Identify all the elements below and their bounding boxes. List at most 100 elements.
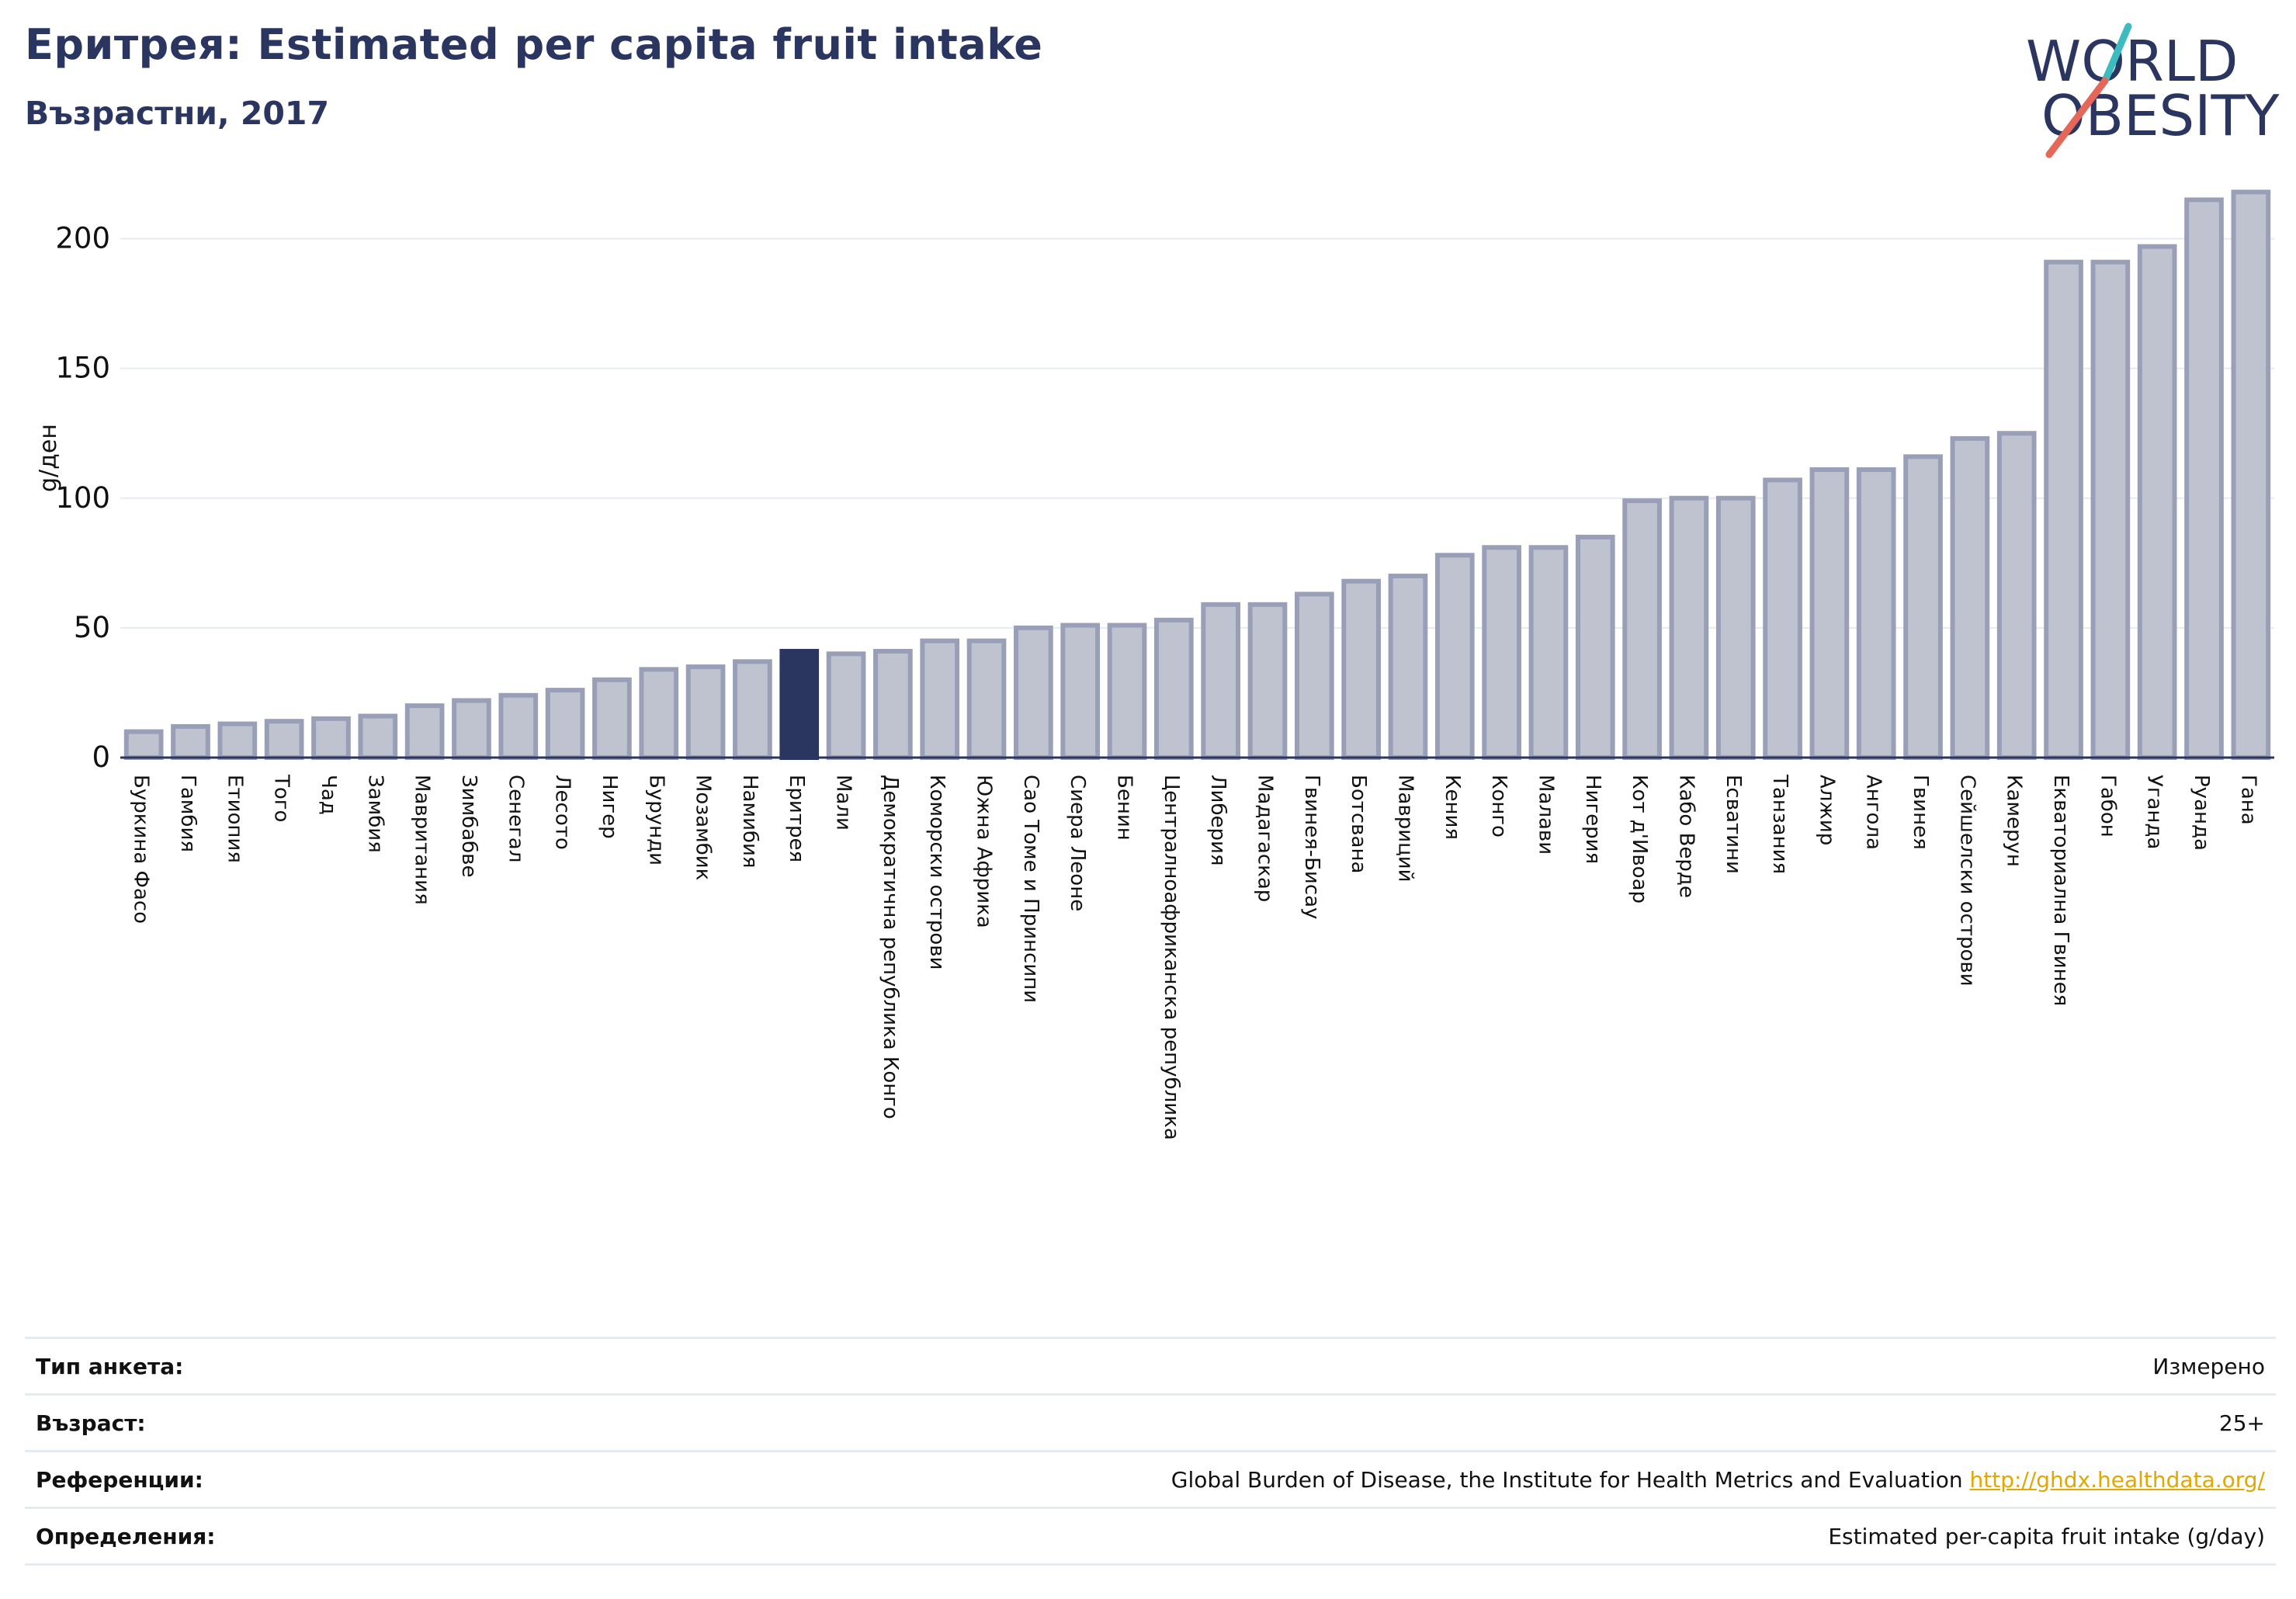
bar [639,667,679,760]
bar [1154,617,1194,761]
bar [264,719,304,760]
reference-link[interactable]: http://ghdx.healthdata.org/ [1969,1466,2265,1493]
bar [217,721,258,760]
x-tick-label: Ботсвана [1347,775,1370,873]
meta-row-survey: Тип анкета: Измерено [25,1337,2276,1393]
bar [1247,602,1288,761]
x-tick-label: Сенегал [504,775,527,862]
bar [452,698,491,761]
meta-row-definitions: Определения: Estimated per-capita fruit … [25,1507,2276,1566]
bar [1856,467,1896,760]
x-tick-label: Нигерия [1581,775,1604,864]
page-subtitle: Възрастни, 2017 [25,95,329,132]
bar [1294,591,1334,760]
bar [123,729,164,760]
bars [123,189,2271,761]
meta-label: Референции: [36,1466,203,1493]
bar [2184,197,2224,760]
meta-label: Определения: [36,1523,216,1549]
logo-line1: WORLD [2026,29,2238,94]
x-tick-label: Габон [2096,775,2119,838]
x-tick-label: Мозамбик [692,775,715,880]
bar [311,716,351,760]
world-obesity-logo: WORLD OBESITY [2026,23,2280,158]
x-tick-label: Мавритания [411,775,434,905]
bar [1903,454,1943,761]
x-tick-label: Уганда [2143,775,2166,849]
meta-row-references: Референции: Global Burden of Disease, th… [25,1450,2276,1507]
x-tick-label: Буркина Фасо [130,775,153,924]
bar [2090,259,2131,760]
y-tick-label: 0 [92,741,110,774]
x-tick-label: Гамбия [176,775,199,852]
x-tick-label: Есватини [1722,775,1745,874]
bar [966,638,1007,760]
bar [1528,545,1569,761]
x-tick-label: Гвинея-Бисау [1300,775,1323,919]
x-tick-labels: Буркина Фасо Гамбия Етиопия Того Чад Замбия Ма… [130,774,2260,1140]
x-tick-label: Танзания [1768,774,1791,874]
y-tick-labels: 0 50 100 150 200 [55,222,110,774]
meta-row-age: Възраст: 25+ [25,1393,2276,1450]
meta-value: Global Burden of Disease, the Institute … [1171,1466,1963,1493]
bar [1996,431,2037,760]
meta-label: Възраст: [36,1410,146,1436]
bar [1060,623,1101,761]
x-tick-label: Руанда [2190,775,2213,851]
bar [171,723,210,760]
bar [1950,435,1990,760]
x-tick-label: Либерия [1206,775,1230,866]
logo-slash-red [2045,77,2109,158]
x-tick-label: Нигер [598,775,621,839]
bar [1341,578,1381,760]
bar [2137,244,2177,760]
bar [733,659,772,760]
x-tick-label: Алжир [1815,775,1838,845]
bar [1107,623,1147,761]
x-tick-label: Бурунди [644,775,668,865]
meta-value: Измерено [2152,1353,2265,1379]
bar [592,677,632,761]
bar [1482,545,1521,761]
y-axis-label: g/ден [35,424,62,492]
bar [358,713,398,760]
x-tick-label: Екваториална Гвинея [2049,775,2072,1006]
y-tick-label: 150 [55,352,110,385]
x-tick-label: Коморски острови [925,775,949,970]
x-tick-label: Того [270,774,293,822]
x-tick-label: Ангола [1862,775,1885,850]
x-tick-label: Демократична република Конго [879,775,902,1119]
x-tick-label: Южна Африка [973,775,996,928]
meta-value: 25+ [2218,1410,2265,1436]
x-tick-label: Бенин [1113,775,1136,841]
x-tick-label: Мадагаскар [1253,775,1276,902]
bar [685,664,726,760]
bar [2231,189,2271,760]
bar-chart: 0 50 100 150 200 g/ден Буркина Фасо Гамбия Ети… [35,189,2274,1140]
bar [404,703,445,761]
x-tick-label: Намибия [738,775,761,869]
bar [779,648,820,760]
x-tick-label: Зимбабве [457,775,480,878]
x-tick-label: Малави [1534,775,1557,855]
x-tick-label: Гана [2236,775,2260,825]
x-tick-label: Мали [832,775,855,831]
x-tick-label: Конго [1487,775,1510,838]
x-tick-label: Сао Томе и Принсипи [1019,775,1042,1003]
bar [498,692,539,761]
meta-label: Тип анкета: [36,1353,184,1379]
x-tick-label: Чад [317,775,340,815]
bar [1388,574,1428,760]
x-tick-label: Кения [1441,775,1464,840]
x-tick-label: Сейшелски острови [1955,775,1979,987]
meta-value: Estimated per-capita fruit intake (g/day… [1828,1523,2265,1549]
bar [2044,259,2083,760]
x-tick-label: Камерун [2003,775,2026,867]
bar [1575,534,1615,761]
bar [920,638,960,760]
meta-value-wrap: Global Burden of Disease, the Institute … [1171,1467,2265,1493]
bar [1763,477,1802,760]
y-tick-label: 100 [55,481,110,515]
x-tick-label: Етиопия [223,775,246,863]
x-tick-label: Замбия [363,775,387,853]
